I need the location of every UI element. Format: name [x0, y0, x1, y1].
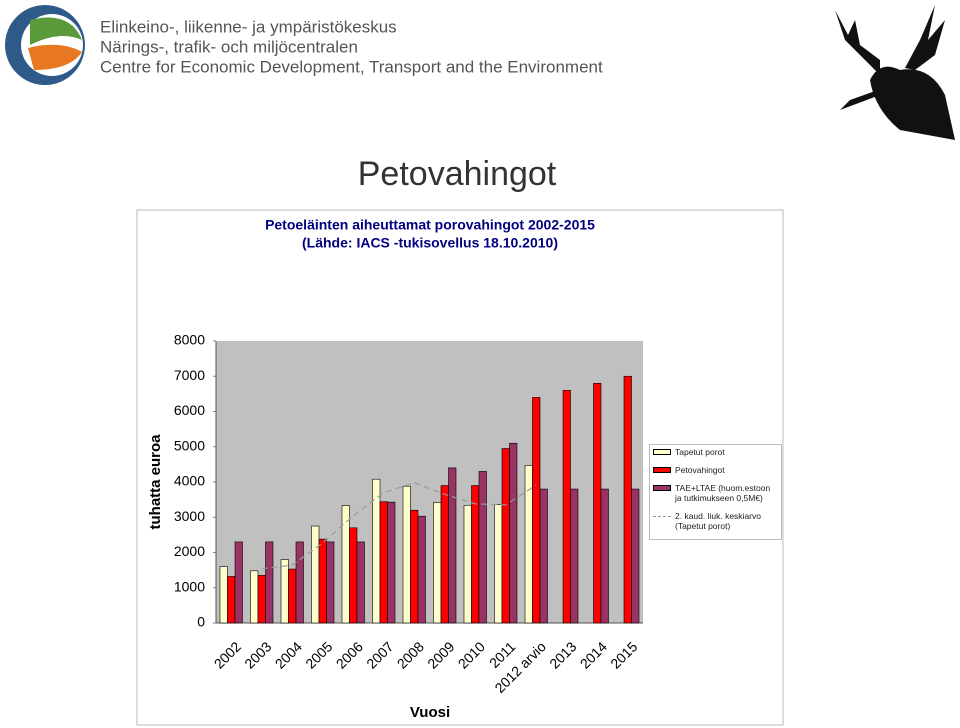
bar [532, 397, 541, 624]
y-tick-label: 3000 [174, 508, 205, 524]
header-line: Centre for Economic Development, Transpo… [100, 57, 603, 76]
bar [524, 465, 533, 624]
y-tick-label: 1000 [174, 578, 205, 594]
legend: Tapetut porot Petovahingot TAE+LTAE (huom.… [649, 444, 782, 540]
y-tick-label: 4000 [174, 473, 205, 489]
header-line: Närings-, trafik- och miljöcentralen [100, 37, 358, 56]
legend-label: Tapetut porot [675, 447, 725, 457]
bar [471, 485, 480, 624]
bar [219, 566, 228, 624]
legend-item: Tapetut porot [653, 447, 778, 457]
plot-area [216, 341, 643, 623]
legend-label: Petovahingot [675, 465, 725, 475]
bar [593, 382, 602, 624]
y-tick-label: 0 [197, 614, 205, 630]
legend-swatch [653, 485, 671, 491]
bar [539, 488, 548, 624]
bar [326, 541, 335, 624]
legend-item: 2. kaud. liuk. keskiarvo (Tapetut porot) [653, 511, 778, 531]
legend-swatch [653, 449, 671, 455]
logo [5, 5, 85, 85]
bar [280, 559, 289, 624]
bar [288, 568, 297, 624]
bar [318, 538, 327, 624]
y-tick-label: 2000 [174, 543, 205, 559]
bar [433, 502, 442, 624]
bar [379, 501, 388, 624]
legend-label: 2. kaud. liuk. keskiarvo (Tapetut porot) [675, 511, 761, 531]
line [261, 482, 537, 570]
bar [570, 488, 579, 624]
chart-subtitle: (Lähde: IACS -tukisovellus 18.10.2010) [302, 235, 558, 251]
bar [410, 509, 419, 624]
bar [265, 541, 274, 624]
bar [387, 501, 396, 624]
bar [356, 541, 365, 624]
legend-label: TAE+LTAE (huom.estoon ja tutkimukseen 0,… [675, 483, 771, 503]
bar [463, 504, 472, 624]
bar [311, 525, 320, 624]
bar [631, 488, 640, 624]
bar [440, 485, 449, 624]
y-tick-label: 8000 [174, 332, 205, 348]
y-axis-label: tuhatta euroa [147, 434, 164, 530]
y-tick-label: 7000 [174, 367, 205, 383]
bar [509, 442, 518, 624]
chart-title: Petoeläinten aiheuttamat porovahingot 20… [265, 217, 595, 233]
bar [623, 375, 632, 624]
reindeer-image [835, 5, 955, 140]
x-axis-label: Vuosi [410, 704, 450, 721]
bar [501, 448, 510, 624]
legend-item: TAE+LTAE (huom.estoon ja tutkimukseen 0,… [653, 483, 778, 503]
bar [234, 541, 243, 624]
bar [295, 541, 304, 624]
y-tick-label: 6000 [174, 402, 205, 418]
y-tick-label: 5000 [174, 437, 205, 453]
legend-swatch [653, 516, 671, 517]
legend-swatch [653, 467, 671, 473]
bar [562, 390, 571, 624]
slide-title: Petovahingot [358, 155, 557, 193]
bar [448, 467, 457, 624]
bar [417, 515, 426, 624]
bar [600, 488, 609, 624]
legend-item: Petovahingot [653, 465, 778, 475]
bar [250, 570, 259, 624]
bar [402, 485, 411, 624]
bar [478, 471, 487, 624]
bar [494, 504, 503, 624]
header-line: Elinkeino-, liikenne- ja ympäristökeskus [100, 17, 397, 36]
bar [349, 527, 358, 624]
bar [227, 576, 236, 624]
bar [257, 575, 266, 624]
bar [341, 505, 350, 624]
